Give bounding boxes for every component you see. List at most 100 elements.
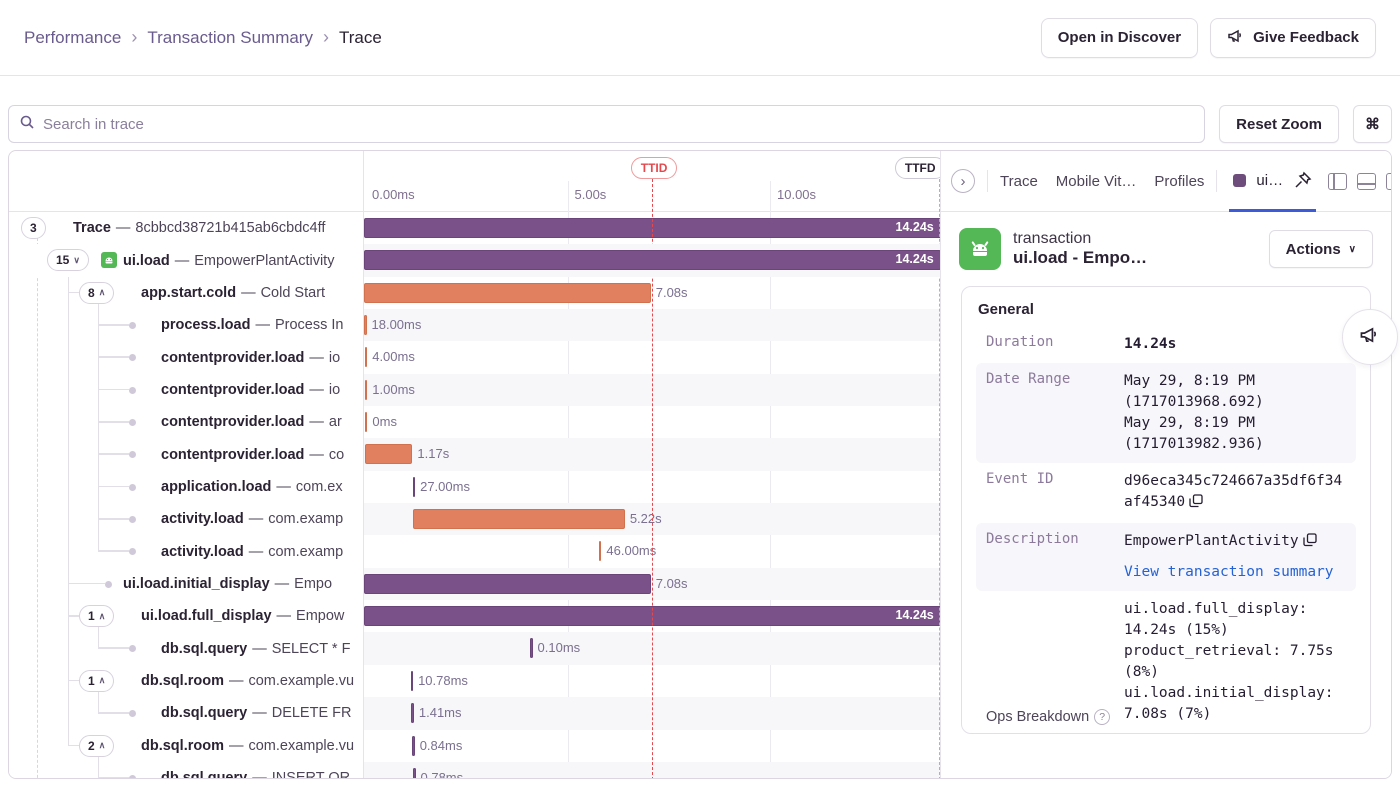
actions-button[interactable]: Actions ∨ (1269, 230, 1373, 268)
span-tree-cell: ui.load.initial_display—Empo (9, 568, 364, 600)
span-duration-bar[interactable] (364, 315, 367, 335)
span-chart-cell: 7.08s (364, 568, 940, 600)
tab-trace[interactable]: Trace (1000, 173, 1038, 190)
span-row-contentprovider.load[interactable]: contentprovider.load—io4.00ms (9, 341, 940, 373)
transaction-type-label: transaction (1013, 230, 1257, 248)
span-row-app.start.cold[interactable]: 8∧app.start.cold—Cold Start7.08s (9, 277, 940, 309)
span-chart-cell: 14.24s (364, 212, 940, 244)
transaction-title: ui.load - Empo… (1013, 248, 1257, 268)
span-duration-label: 27.00ms (420, 479, 470, 494)
ops-breakdown-line: ui.load.initial_display: 7.08s (7%) (1124, 683, 1346, 725)
layout-bottom-icon[interactable] (1357, 173, 1376, 190)
span-row-db.sql.query[interactable]: db.sql.query—DELETE FR1.41ms (9, 697, 940, 729)
span-duration-bar[interactable] (365, 412, 368, 432)
span-duration-bar[interactable] (365, 444, 412, 464)
span-row-db.sql.room[interactable]: 1∧db.sql.room—com.example.vu10.78ms (9, 665, 940, 697)
span-duration-bar[interactable] (413, 768, 416, 778)
marker-pill-ttfd[interactable]: TTFD (895, 157, 946, 179)
breadcrumb-item[interactable]: Transaction Summary (147, 28, 313, 48)
time-tick-label: 0.00ms (372, 187, 415, 202)
span-tree-cell: 15∨ui.load—EmpowerPlantActivity (9, 244, 364, 276)
description-value: EmpowerPlantActivity (1124, 533, 1299, 549)
span-color-swatch (1233, 174, 1246, 187)
span-row-ui.load[interactable]: 15∨ui.load—EmpowerPlantActivity 14.24s (9, 244, 940, 276)
span-row-contentprovider.load[interactable]: contentprovider.load—io1.00ms (9, 374, 940, 406)
span-tree-cell: 3Trace—8cbbcd38721b415ab6cbdc4ff (9, 212, 364, 244)
span-duration-bar[interactable] (411, 703, 414, 723)
span-duration-bar[interactable] (364, 574, 651, 594)
duration-key: Duration (986, 334, 1124, 355)
time-tick-label: 10.00s (777, 187, 816, 202)
ops-breakdown-key: Ops Breakdown (986, 709, 1089, 725)
reset-zoom-button[interactable]: Reset Zoom (1219, 105, 1339, 143)
span-chart-cell: 0.78ms (364, 762, 940, 778)
span-duration-label: 14.24s (896, 252, 934, 266)
copy-icon[interactable] (1189, 494, 1203, 515)
span-row-Trace[interactable]: 3Trace—8cbbcd38721b415ab6cbdc4ff14.24s (9, 212, 940, 244)
tab-active-span[interactable]: ui… (1229, 152, 1316, 212)
span-duration-bar[interactable] (411, 671, 414, 691)
tree-connector-vertical (98, 304, 99, 552)
span-row-activity.load[interactable]: activity.load—com.examp5.22s (9, 503, 940, 535)
tab-mobilevit[interactable]: Mobile Vit… (1056, 173, 1137, 190)
span-duration-bar[interactable] (413, 477, 416, 497)
feedback-fab-button[interactable] (1342, 309, 1398, 365)
megaphone-icon (1359, 325, 1381, 350)
span-label: activity.load—com.examp (9, 503, 363, 535)
span-duration-bar[interactable] (364, 283, 651, 303)
span-row-db.sql.query[interactable]: db.sql.query—INSERT OR0.78ms (9, 762, 940, 778)
span-row-application.load[interactable]: application.load—com.ex27.00ms (9, 471, 940, 503)
span-duration-bar[interactable] (413, 509, 624, 529)
span-duration-label: 0.10ms (538, 640, 581, 655)
span-duration-label: 14.24s (896, 608, 934, 622)
span-count-badge[interactable]: 1∧ (79, 670, 114, 692)
search-input[interactable] (43, 116, 1194, 133)
span-row-contentprovider.load[interactable]: contentprovider.load—ar0ms (9, 406, 940, 438)
span-duration-bar[interactable] (364, 250, 940, 270)
span-count-badge[interactable]: 3 (21, 217, 46, 239)
give-feedback-button[interactable]: Give Feedback (1210, 18, 1376, 58)
span-duration-bar[interactable] (364, 606, 940, 626)
span-count-badge[interactable]: 8∧ (79, 282, 114, 304)
search-box[interactable] (8, 105, 1205, 143)
view-transaction-summary-link[interactable]: View transaction summary (1124, 562, 1346, 583)
marker-pill-ttid[interactable]: TTID (631, 157, 678, 179)
breadcrumb-item[interactable]: Performance (24, 28, 121, 48)
tab-profiles[interactable]: Profiles (1154, 173, 1204, 190)
event-id-key: Event ID (986, 471, 1124, 515)
span-duration-bar[interactable] (530, 638, 533, 658)
span-count-badge[interactable]: 15∨ (47, 249, 89, 271)
span-row-contentprovider.load[interactable]: contentprovider.load—co1.17s (9, 438, 940, 470)
span-duration-bar[interactable] (364, 218, 940, 238)
shortcut-key-button[interactable]: ⌘ (1353, 105, 1392, 143)
give-feedback-label: Give Feedback (1253, 29, 1359, 46)
help-icon[interactable]: ? (1094, 709, 1110, 725)
span-duration-bar[interactable] (599, 541, 602, 561)
tree-dot (129, 419, 136, 426)
expand-panel-button[interactable]: › (951, 169, 975, 193)
tab-active-label: ui… (1256, 172, 1283, 189)
span-row-ui.load.initial_display[interactable]: ui.load.initial_display—Empo 7.08s (9, 568, 940, 600)
span-count-badge[interactable]: 1∧ (79, 605, 114, 627)
span-row-ui.load.full_display[interactable]: 1∧ui.load.full_display—Empow 14.24s (9, 600, 940, 632)
span-duration-bar[interactable] (365, 347, 368, 367)
span-count-badge[interactable]: 2∧ (79, 735, 114, 757)
span-duration-bar[interactable] (365, 380, 368, 400)
breadcrumb-separator: › (131, 27, 137, 48)
span-row-process.load[interactable]: process.load—Process In18.00ms (9, 309, 940, 341)
span-duration-label: 0.78ms (421, 770, 464, 778)
copy-icon[interactable] (1303, 533, 1317, 554)
open-in-discover-button[interactable]: Open in Discover (1041, 18, 1198, 58)
span-tree-cell: 1∧ui.load.full_display—Empow (9, 600, 364, 632)
chevron-up-icon: ∧ (99, 675, 106, 686)
span-duration-label: 46.00ms (606, 543, 656, 558)
layout-right-icon[interactable] (1386, 173, 1391, 190)
span-chart-cell: 5.22s (364, 503, 940, 535)
pin-icon[interactable] (1293, 171, 1312, 190)
span-row-db.sql.query[interactable]: db.sql.query—SELECT * F0.10ms (9, 632, 940, 664)
span-row-db.sql.room[interactable]: 2∧db.sql.room—com.example.vu0.84ms (9, 730, 940, 762)
span-duration-label: 7.08s (656, 576, 688, 591)
span-row-activity.load[interactable]: activity.load—com.examp46.00ms (9, 535, 940, 567)
layout-left-icon[interactable] (1328, 173, 1347, 190)
span-duration-bar[interactable] (412, 736, 415, 756)
